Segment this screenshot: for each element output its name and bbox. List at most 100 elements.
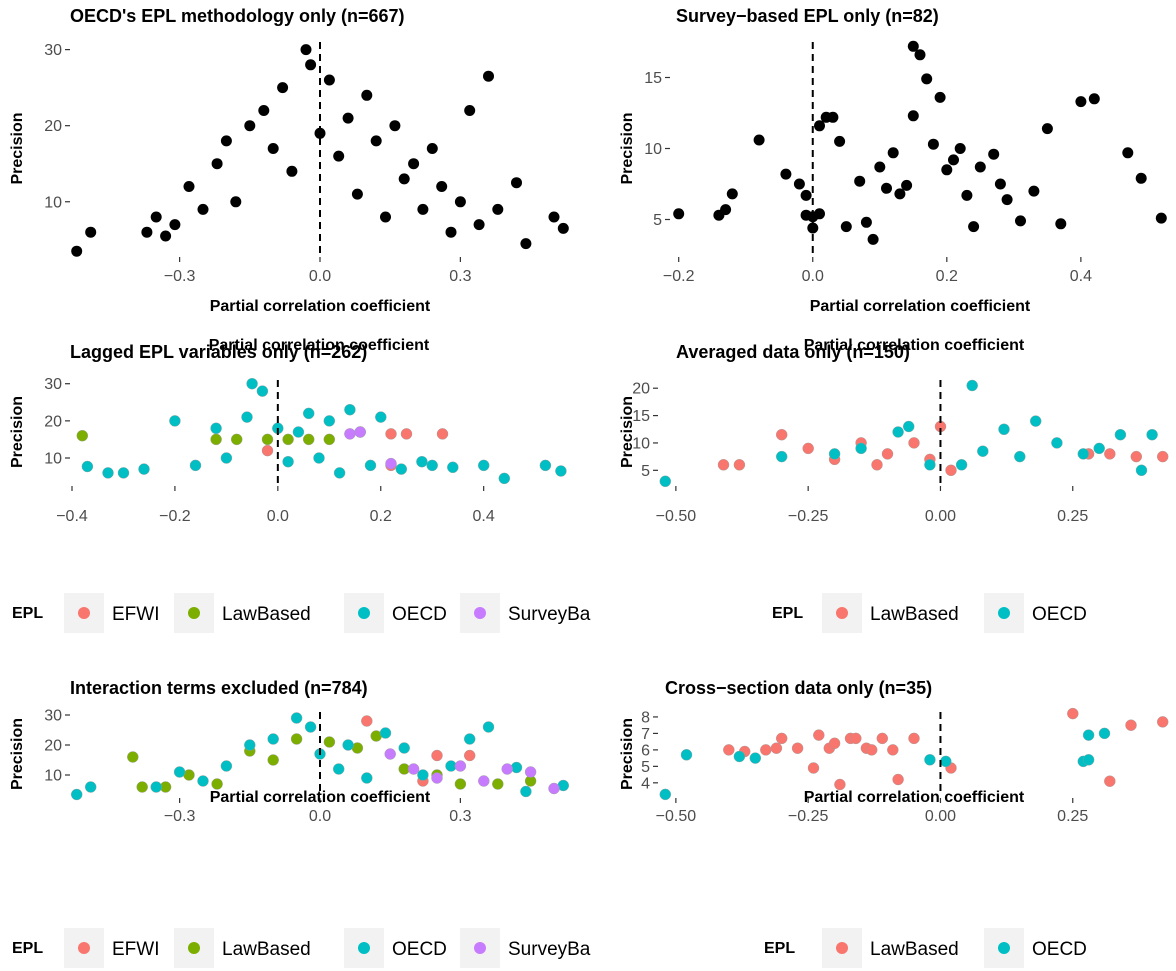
legend-key-dot (474, 942, 486, 954)
legend-label: LawBased (870, 604, 959, 625)
data-point (417, 203, 429, 215)
data-point-lawbased (776, 429, 788, 441)
data-point-surveybased (385, 457, 397, 470)
legend-label: LawBased (222, 604, 311, 625)
data-point-efwi (385, 428, 397, 440)
data-point (834, 135, 846, 147)
data-point (150, 211, 162, 223)
data-point (445, 226, 457, 238)
x-axis-label: Partial correlation coefficient (210, 298, 431, 315)
x-tick-label: 0.2 (370, 508, 392, 525)
data-point (793, 178, 805, 190)
data-point (511, 177, 522, 189)
data-point-oecd (189, 459, 202, 472)
data-point-oecd (81, 460, 94, 473)
data-point-oecd (342, 739, 354, 751)
y-tick-label: 8 (641, 709, 650, 726)
data-point (483, 70, 494, 82)
data-point-oecd (478, 459, 490, 472)
data-point-lawbased (1156, 716, 1169, 728)
data-point-lawbased (261, 433, 274, 446)
data-point (557, 222, 569, 234)
data-point-lawbased (866, 744, 878, 756)
data-point (351, 188, 363, 200)
data-point (934, 91, 946, 103)
chart-title: Interaction terms excluded (n=784) (70, 678, 368, 698)
legend-key-dot (358, 942, 370, 954)
data-point-lawbased (267, 754, 279, 766)
data-point-lawbased (723, 744, 735, 756)
data-point-lawbased (733, 459, 746, 471)
y-tick-label: 10 (632, 435, 650, 452)
data-point (314, 127, 326, 139)
y-tick-label: 5 (641, 759, 650, 776)
data-point-oecd (395, 463, 407, 475)
y-tick-label: 5 (653, 212, 662, 229)
data-point (726, 188, 738, 200)
data-point-lawbased (908, 437, 920, 449)
data-point-efwi (361, 715, 373, 727)
x-tick-label: −0.50 (656, 508, 697, 525)
data-point-oecd (903, 420, 915, 433)
data-point (520, 238, 532, 250)
data-point (380, 211, 391, 223)
data-point (454, 196, 466, 208)
data-point-lawbased (791, 742, 804, 754)
data-point (492, 203, 504, 215)
data-point-oecd (398, 742, 410, 754)
data-point (230, 196, 242, 208)
y-tick-label: 4 (641, 775, 650, 792)
data-point-oecd (464, 733, 476, 745)
x-tick-label: −0.50 (656, 808, 697, 825)
y-tick-label: 10 (44, 451, 62, 468)
data-point-oecd (1082, 754, 1095, 766)
data-point (1041, 123, 1053, 135)
data-point (342, 112, 354, 124)
data-point (389, 120, 401, 132)
data-point-surveybased (454, 760, 467, 772)
x-tick-label: 0.2 (936, 268, 958, 285)
x-tick-label: 0.0 (309, 268, 331, 285)
x-tick-label: 0.3 (449, 808, 471, 825)
data-point-oecd (241, 411, 253, 423)
y-axis-label: Precision (9, 112, 26, 184)
x-axis-label: Partial correlation coefficient (210, 789, 431, 806)
x-tick-label: 0.00 (925, 508, 956, 525)
data-point (994, 178, 1006, 190)
data-point (1028, 185, 1040, 197)
data-point-oecd (282, 456, 294, 468)
y-tick-label: 20 (44, 118, 62, 135)
x-tick-label: 0.4 (1070, 268, 1092, 285)
data-point-lawbased (850, 732, 862, 745)
y-tick-label: 7 (641, 726, 650, 743)
data-point-oecd (256, 385, 269, 397)
data-point-surveybased (478, 775, 490, 787)
data-point (1001, 194, 1013, 206)
data-point (988, 148, 1000, 160)
data-point-oecd (70, 788, 83, 801)
data-point-lawbased (230, 433, 243, 446)
data-point-lawbased (1125, 719, 1137, 731)
data-point (408, 158, 420, 170)
data-point (323, 74, 335, 86)
data-point-oecd (220, 760, 233, 772)
data-point-oecd (379, 727, 392, 739)
data-point-oecd (169, 415, 181, 427)
data-point (258, 105, 270, 116)
x-axis-label: Partial correlation coefficient (804, 789, 1025, 806)
legend: EPL EFWI LawBased OECD SurveyBa (12, 593, 591, 633)
data-point-oecd (292, 426, 305, 438)
x-axis-label: Partial correlation coefficient (810, 298, 1031, 315)
data-point (753, 134, 765, 146)
data-point-lawbased (323, 433, 335, 446)
data-point (220, 135, 232, 147)
legend-label: OECD (1032, 604, 1087, 625)
legend-key-dot (188, 607, 200, 619)
data-point-oecd (924, 754, 936, 766)
data-point (370, 135, 382, 147)
data-point-lawbased (492, 778, 504, 790)
data-point (277, 82, 289, 94)
data-point-surveybased (354, 426, 366, 438)
